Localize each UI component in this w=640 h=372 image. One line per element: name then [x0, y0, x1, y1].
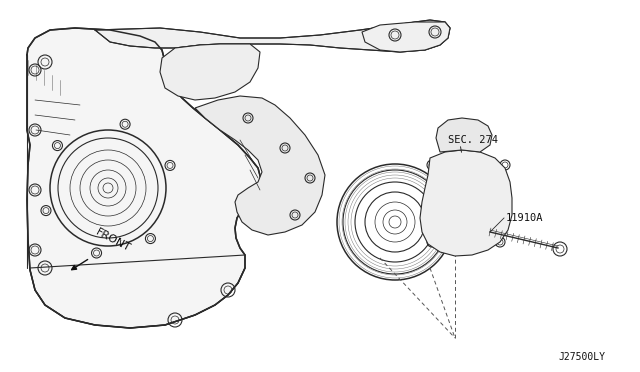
Text: 11910A: 11910A — [506, 213, 543, 223]
Text: FRONT: FRONT — [94, 227, 132, 254]
Polygon shape — [27, 28, 262, 328]
Text: SEC. 274: SEC. 274 — [448, 135, 498, 145]
Polygon shape — [436, 118, 492, 152]
Polygon shape — [362, 22, 450, 52]
Polygon shape — [160, 44, 260, 100]
Text: J27500LY: J27500LY — [558, 352, 605, 362]
Polygon shape — [420, 150, 512, 256]
Polygon shape — [95, 20, 450, 52]
Polygon shape — [195, 96, 325, 235]
